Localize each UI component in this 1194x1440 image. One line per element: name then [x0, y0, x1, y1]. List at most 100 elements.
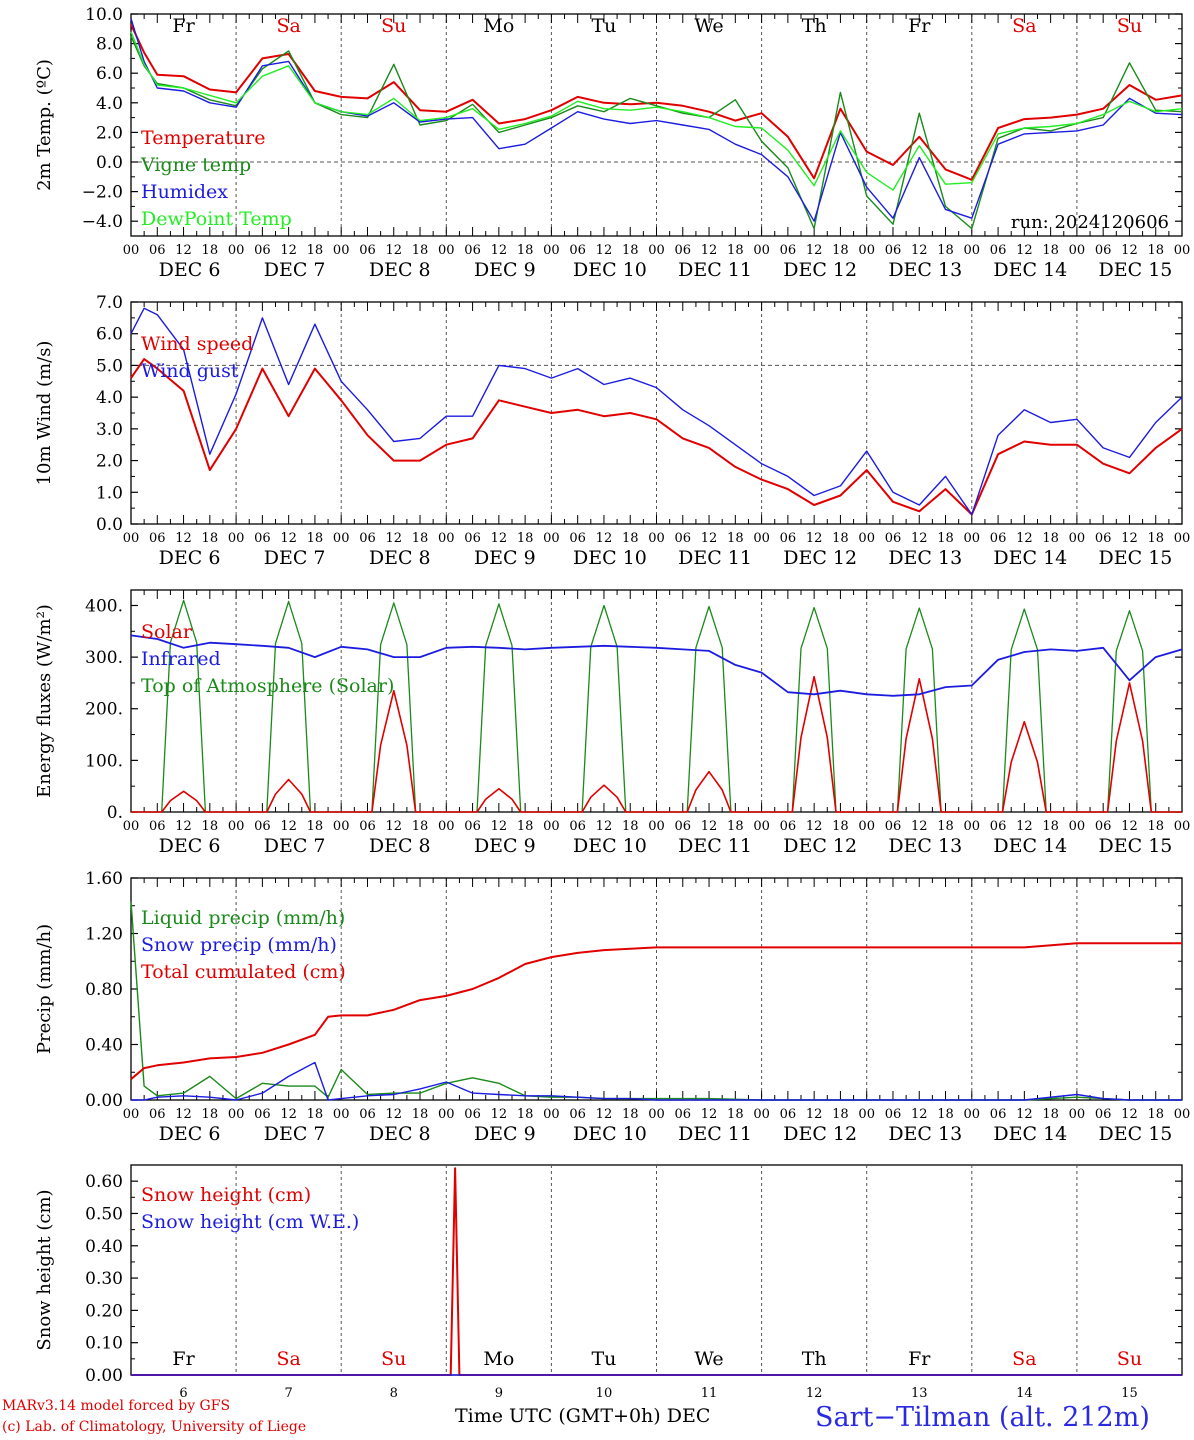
hour-tick-label: 18	[622, 819, 639, 834]
series-line	[130, 23, 1183, 181]
hour-tick-label: 06	[569, 531, 586, 546]
hour-tick-label: 06	[780, 1107, 797, 1122]
y-tick-label: 5.0	[96, 356, 123, 376]
hour-tick-label: 06	[464, 819, 481, 834]
hour-tick-label: 06	[149, 1107, 166, 1122]
weekday-label: Sa	[1012, 1348, 1036, 1370]
panel-4: 1.60 1.20 0.80 0.40 0.00 Precip (mm/h) 00 06 12 1…	[34, 869, 1190, 1145]
day-number-label: 6	[179, 1386, 187, 1401]
date-label: DEC 11	[678, 259, 752, 281]
hour-tick-label: 06	[359, 1107, 376, 1122]
hour-tick-label: 00	[123, 819, 140, 834]
hour-tick-label: 18	[412, 243, 429, 258]
weekday-label: Th	[802, 1348, 827, 1370]
hour-tick-label: 00	[964, 1107, 981, 1122]
legend-entry: Top of Atmosphere (Solar)	[141, 675, 394, 697]
hour-tick-label: 00	[333, 819, 350, 834]
weekday-label: Su	[381, 15, 406, 37]
y-tick-label: 0.50	[85, 1204, 123, 1224]
y-tick-label: 7.0	[96, 293, 123, 313]
hour-tick-label: 18	[1042, 531, 1059, 546]
hour-tick-label: 06	[359, 243, 376, 258]
y-tick-label: 0.20	[85, 1301, 123, 1321]
station-name: Sart−Tilman (alt. 212m)	[815, 1402, 1150, 1433]
hour-tick-label: 06	[990, 819, 1007, 834]
hour-tick-label: 12	[701, 531, 718, 546]
date-label: DEC 7	[264, 259, 326, 281]
y-tick-label: 1.0	[96, 483, 123, 503]
hour-tick-label: 00	[333, 243, 350, 258]
legend-entry: DewPoint Temp	[141, 208, 292, 230]
date-label: DEC 13	[888, 835, 962, 857]
time-axis-label: Time UTC (GMT+0h) DEC	[455, 1405, 711, 1427]
hour-tick-label: 18	[622, 1107, 639, 1122]
hour-tick-label: 18	[307, 531, 324, 546]
hour-tick-label: 18	[1147, 1107, 1164, 1122]
hour-tick-label: 12	[491, 531, 508, 546]
legend-entry: Snow precip (mm/h)	[141, 934, 337, 956]
weekday-label: Fr	[172, 1348, 195, 1370]
y-tick-label: 0.30	[85, 1269, 123, 1289]
series-line	[130, 31, 1183, 191]
hour-tick-label: 12	[280, 1107, 297, 1122]
weekday-label: Su	[381, 1348, 406, 1370]
hour-tick-label: 12	[1121, 1107, 1138, 1122]
y-tick-label: 6.0	[96, 64, 123, 84]
hour-tick-label: 12	[1016, 1107, 1033, 1122]
hour-tick-label: 06	[149, 819, 166, 834]
legend-entry: Snow height (cm)	[141, 1184, 311, 1206]
panel-2: 7.0 6.0 5.0 4.0 3.0 2.0 1.0 0.0 10m Wind (m/s) 00…	[34, 293, 1190, 569]
y-axis-label: 10m Wind (m/s)	[34, 341, 55, 486]
series-line	[130, 18, 1183, 222]
hour-tick-label: 00	[858, 819, 875, 834]
date-label: DEC 12	[783, 259, 857, 281]
y-tick-label: 1.60	[85, 869, 123, 889]
series-infrared	[130, 634, 1183, 697]
date-label: DEC 9	[474, 259, 536, 281]
legend-entry: Solar	[141, 621, 193, 643]
hour-tick-label: 06	[359, 531, 376, 546]
hour-tick-label: 06	[569, 1107, 586, 1122]
hour-tick-label: 00	[1069, 531, 1086, 546]
y-tick-label: 2.0	[96, 123, 123, 143]
hour-tick-label: 12	[911, 819, 928, 834]
y-tick-label: −2.0	[82, 183, 123, 203]
hour-tick-label: 06	[780, 531, 797, 546]
hour-tick-label: 06	[885, 1107, 902, 1122]
hour-tick-label: 00	[648, 1107, 665, 1122]
hour-tick-label: 00	[858, 531, 875, 546]
hour-tick-label: 00	[858, 1107, 875, 1122]
date-label: DEC 6	[159, 835, 221, 857]
hour-tick-label: 00	[438, 1107, 455, 1122]
lab-credit: (c) Lab. of Climatology, University of L…	[2, 1419, 307, 1435]
weekday-label: Mo	[483, 1348, 514, 1370]
hour-tick-label: 12	[701, 1107, 718, 1122]
y-tick-label: 4.0	[96, 94, 123, 114]
hour-tick-label: 00	[123, 1107, 140, 1122]
hour-tick-label: 18	[937, 819, 954, 834]
hour-tick-label: 12	[491, 243, 508, 258]
hour-tick-label: 18	[727, 1107, 744, 1122]
hour-tick-label: 06	[675, 1107, 692, 1122]
hour-tick-label: 18	[937, 1107, 954, 1122]
hour-tick-label: 18	[1042, 243, 1059, 258]
date-label: DEC 8	[369, 1123, 431, 1145]
hour-tick-label: 00	[228, 1107, 245, 1122]
date-label: DEC 6	[159, 1123, 221, 1145]
hour-tick-label: 06	[359, 819, 376, 834]
hour-tick-label: 06	[990, 243, 1007, 258]
hour-tick-label: 12	[806, 531, 823, 546]
date-label: DEC 6	[159, 547, 221, 569]
hour-tick-label: 18	[832, 531, 849, 546]
hour-tick-label: 12	[1121, 819, 1138, 834]
series-solar	[131, 675, 1182, 813]
hour-tick-label: 12	[596, 1107, 613, 1122]
y-tick-label: 0.0	[96, 515, 123, 535]
hour-tick-label: 12	[806, 243, 823, 258]
hour-tick-label: 18	[517, 243, 534, 258]
hour-tick-label: 00	[858, 243, 875, 258]
hour-tick-label: 12	[701, 243, 718, 258]
y-tick-label: 10.0	[85, 5, 123, 25]
hour-tick-label: 18	[1147, 531, 1164, 546]
hour-tick-label: 06	[569, 243, 586, 258]
